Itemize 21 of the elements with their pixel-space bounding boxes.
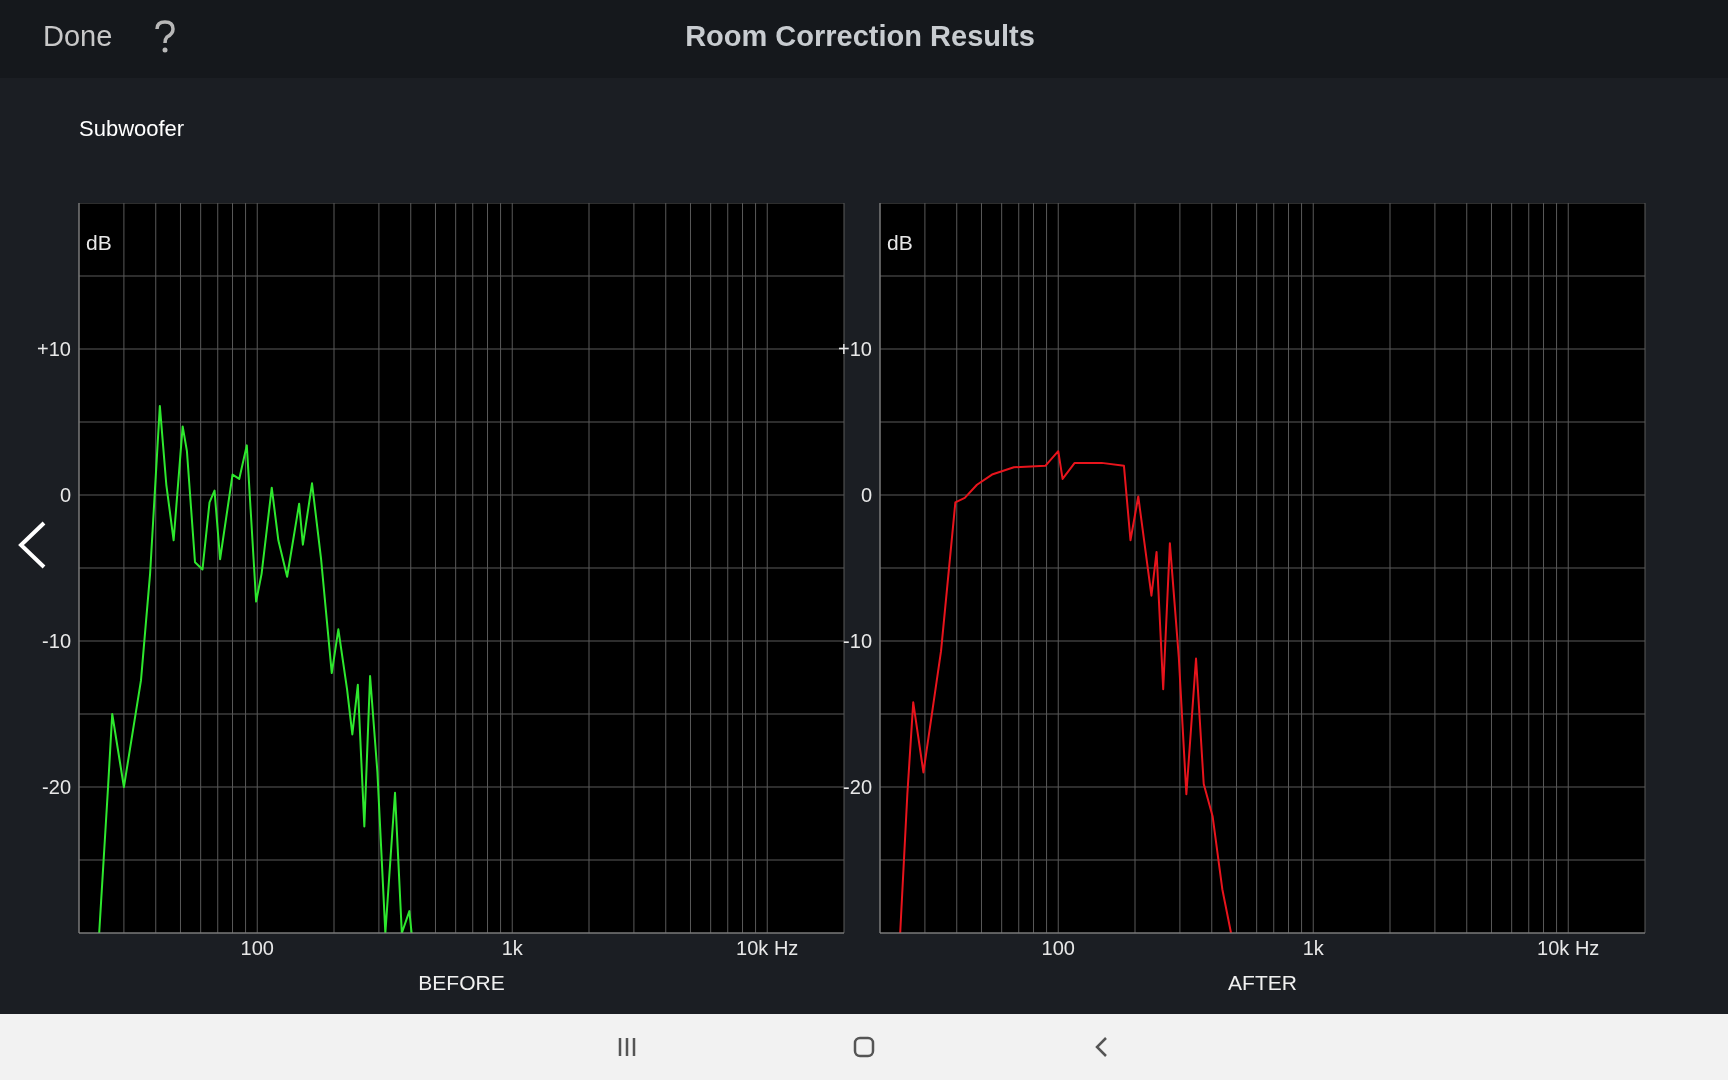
y-tick-label: 0 — [860, 484, 872, 507]
y-tick-label: +10 — [838, 338, 872, 361]
y-axis-title: dB — [887, 231, 913, 255]
x-tick-label: 1k — [1302, 937, 1325, 960]
chart-title: Room Correction Results — [685, 20, 1035, 52]
x-axis-title: BEFORE — [417, 971, 506, 995]
x-tick-label: 100 — [240, 937, 274, 960]
x-tick-label: 10k Hz — [736, 937, 799, 960]
x-tick-label: 1k — [501, 937, 524, 960]
y-tick-label: +10 — [37, 338, 71, 361]
text: Done — [43, 20, 113, 53]
y-tick-label: -10 — [843, 630, 872, 653]
x-tick-label: 10k Hz — [1537, 937, 1600, 960]
y-tick-label: -10 — [42, 630, 71, 653]
x-axis-title: AFTER — [1227, 971, 1298, 995]
chart-subtitle: Subwoofer — [79, 116, 185, 142]
y-axis-title: dB — [86, 231, 112, 255]
y-tick-label: -20 — [843, 776, 872, 799]
y-tick-label: 0 — [59, 484, 71, 507]
x-tick-label: 100 — [1041, 937, 1075, 960]
y-tick-label: -20 — [42, 776, 71, 799]
